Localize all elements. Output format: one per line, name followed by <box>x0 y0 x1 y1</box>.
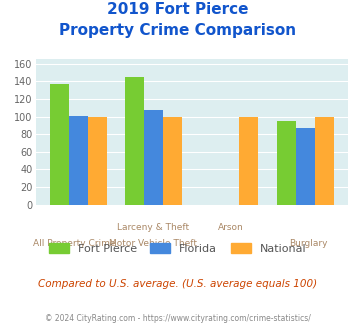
Bar <box>88 116 106 205</box>
Text: Property Crime Comparison: Property Crime Comparison <box>59 23 296 38</box>
Bar <box>144 110 163 205</box>
Bar <box>239 116 258 205</box>
Text: Burglary: Burglary <box>290 239 328 248</box>
Bar <box>125 77 144 205</box>
Text: Arson: Arson <box>218 223 244 232</box>
Text: Compared to U.S. average. (U.S. average equals 100): Compared to U.S. average. (U.S. average … <box>38 279 317 289</box>
Bar <box>163 116 182 205</box>
Legend: Fort Pierce, Florida, National: Fort Pierce, Florida, National <box>44 238 311 258</box>
Text: Larceny & Theft: Larceny & Theft <box>116 223 189 232</box>
Bar <box>296 128 315 205</box>
Bar <box>315 116 334 205</box>
Bar <box>69 116 88 205</box>
Text: © 2024 CityRating.com - https://www.cityrating.com/crime-statistics/: © 2024 CityRating.com - https://www.city… <box>45 314 310 323</box>
Bar <box>50 84 69 205</box>
Text: All Property Crime: All Property Crime <box>33 239 116 248</box>
Text: Motor Vehicle Theft: Motor Vehicle Theft <box>109 239 197 248</box>
Bar <box>277 121 296 205</box>
Text: 2019 Fort Pierce: 2019 Fort Pierce <box>107 2 248 16</box>
